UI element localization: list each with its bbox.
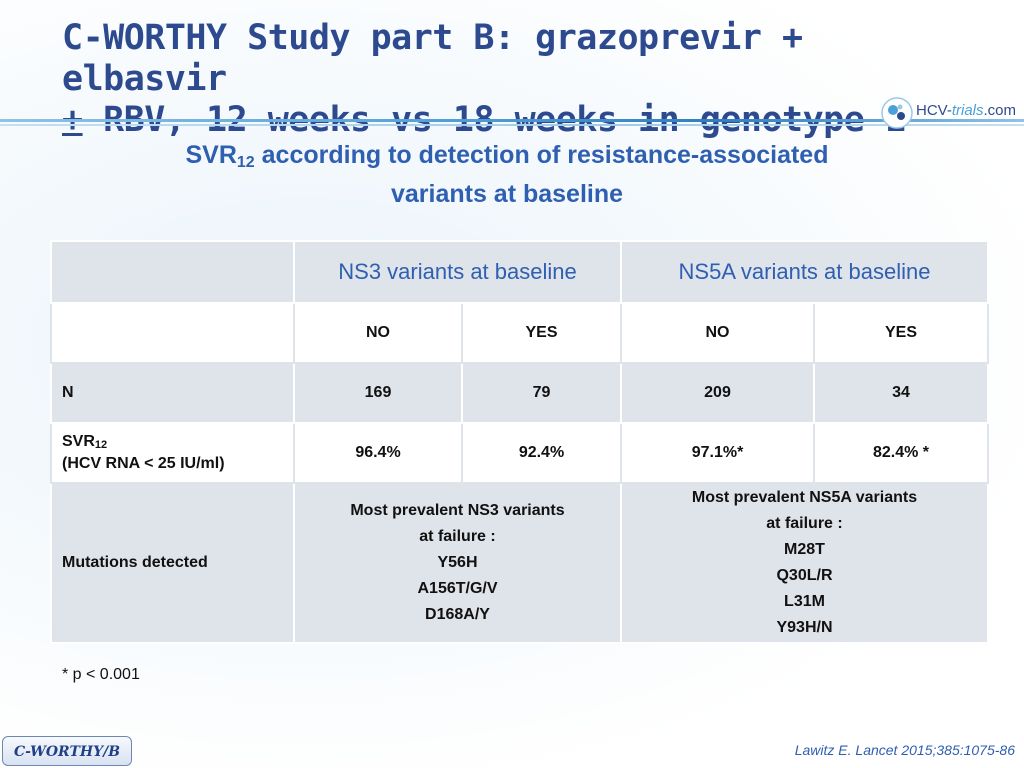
ns3-group-header: NS3 variants at baseline	[293, 240, 622, 304]
ns5a-no-header: NO	[620, 302, 815, 364]
slide-subtitle: SVR12 according to detection of resistan…	[112, 136, 902, 214]
hcv-trials-logo: HCV-trials.com	[880, 96, 1024, 130]
reference-citation: Lawitz E. Lancet 2015;385:1075-86	[794, 742, 1015, 758]
subtitle-line-1: SVR12 according to detection of resistan…	[185, 141, 829, 171]
row-label-mutations: Mutations detected	[50, 482, 295, 644]
cell-svr-ns5a-yes: 82.4% *	[813, 422, 989, 484]
subtitle-line-2: variants at baseline	[390, 180, 624, 208]
title-line-1: C-WORTHY Study part B: grazoprevir + elb…	[62, 18, 803, 99]
cell-svr-ns3-yes: 92.4%	[461, 422, 622, 484]
ns5a-group-header: NS5A variants at baseline	[620, 240, 989, 304]
footnote: * p < 0.001	[62, 666, 140, 683]
cell-n-ns5a-yes: 34	[813, 362, 989, 424]
cell-ns5a-mutations: Most prevalent NS5A variants at failure …	[620, 482, 989, 644]
logo-text: HCV-trials.com	[916, 102, 1017, 119]
header-rule	[0, 112, 1024, 132]
table-row-n: N 169 79 209 34	[50, 362, 989, 424]
cell-n-ns5a-no: 209	[620, 362, 815, 424]
logo-mark-icon	[881, 97, 913, 129]
cell-n-ns3-yes: 79	[461, 362, 622, 424]
cell-svr-ns3-no: 96.4%	[293, 422, 463, 484]
cell-ns3-mutations: Most prevalent NS3 variants at failure :…	[293, 482, 622, 644]
study-badge: C-WORTHY/B	[2, 736, 132, 766]
header-rule-secondary	[0, 124, 1024, 126]
ns3-no-header: NO	[293, 302, 463, 364]
header-rule-primary	[0, 119, 1024, 122]
subheader-row: NO YES NO YES	[50, 302, 989, 364]
cell-n-ns3-no: 169	[293, 362, 463, 424]
table-row-mutations: Mutations detected Most prevalent NS3 va…	[50, 482, 989, 644]
ns3-yes-header: YES	[461, 302, 622, 364]
ns5a-yes-header: YES	[813, 302, 989, 364]
table-row-svr: SVR12 (HCV RNA < 25 IU/ml) 96.4% 92.4% 9…	[50, 422, 989, 484]
results-table: NS3 variants at baseline NS5A variants a…	[50, 240, 989, 644]
header-blank-cell	[50, 240, 295, 304]
row-label-n: N	[50, 362, 295, 424]
cell-svr-ns5a-no: 97.1%*	[620, 422, 815, 484]
group-header-row: NS3 variants at baseline NS5A variants a…	[50, 240, 989, 304]
subheader-blank-cell	[50, 302, 295, 364]
row-label-svr: SVR12 (HCV RNA < 25 IU/ml)	[50, 422, 295, 484]
